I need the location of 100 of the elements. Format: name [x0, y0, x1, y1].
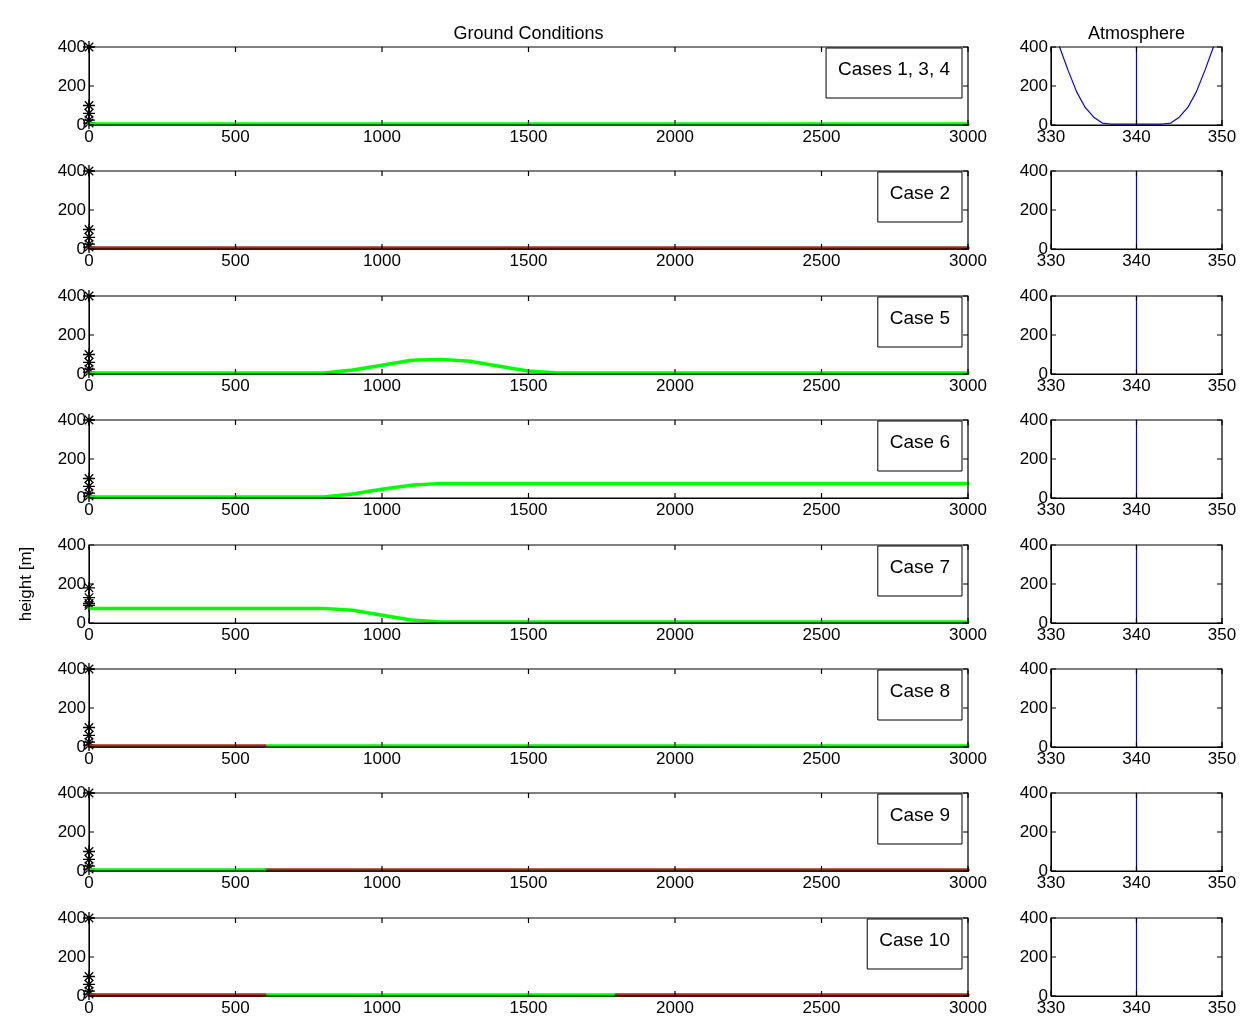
x-tick-label: 340	[1122, 250, 1151, 270]
annotation: Case 10	[879, 929, 951, 951]
x-tick-label: 3000	[949, 126, 987, 146]
y-tick-label: 200	[1019, 821, 1048, 841]
x-tick-label: 2500	[802, 997, 841, 1017]
x-tick-label: 500	[221, 624, 250, 644]
y-tick-label: 400	[57, 782, 86, 802]
y-axis-title: height [m]	[15, 546, 35, 622]
y-tick-label: 200	[57, 75, 86, 95]
x-tick-label: 340	[1122, 997, 1151, 1017]
x-tick-label: 340	[1122, 872, 1151, 892]
y-tick-label: 400	[1019, 36, 1048, 56]
x-tick-label: 1500	[509, 499, 548, 519]
x-tick-label: 340	[1122, 624, 1151, 644]
x-tick-label: 350	[1207, 499, 1237, 519]
x-tick-label: 2000	[656, 624, 694, 644]
y-tick-label: 400	[57, 658, 86, 678]
x-tick-label: 2500	[802, 872, 841, 892]
x-tick-label: 350	[1207, 748, 1237, 768]
y-tick-label: 400	[1019, 285, 1048, 305]
x-tick-label: 3000	[949, 872, 987, 892]
y-tick-label: 200	[57, 199, 86, 219]
x-tick-label: 1000	[363, 872, 401, 892]
chart-title: Atmosphere	[1087, 22, 1186, 43]
x-tick-label: 1000	[363, 375, 401, 395]
y-tick-label: 200	[1019, 573, 1048, 593]
x-tick-label: 3000	[949, 375, 987, 395]
y-tick-label: 200	[1019, 75, 1048, 95]
x-tick-label: 3000	[949, 499, 987, 519]
x-tick-label: 1000	[363, 126, 401, 146]
x-tick-label: 350	[1207, 997, 1237, 1017]
x-tick-label: 500	[221, 126, 250, 146]
y-tick-label: 400	[57, 160, 86, 180]
x-tick-label: 3000	[949, 748, 987, 768]
x-tick-label: 3000	[949, 250, 987, 270]
y-tick-label: 200	[1019, 946, 1048, 966]
annotation: Case 2	[889, 182, 950, 204]
x-tick-label: 500	[221, 872, 250, 892]
x-tick-label: 1000	[363, 624, 401, 644]
y-tick-label: 400	[57, 534, 86, 554]
y-tick-label: 200	[57, 697, 86, 717]
y-tick-label: 200	[57, 573, 86, 593]
y-tick-label: 200	[1019, 199, 1048, 219]
x-tick-label: 2500	[802, 499, 841, 519]
x-tick-label: 500	[221, 250, 250, 270]
y-tick-label: 400	[57, 409, 86, 429]
y-tick-label: 200	[1019, 324, 1048, 344]
x-tick-label: 2500	[802, 748, 841, 768]
x-tick-label: 350	[1207, 872, 1237, 892]
x-tick-label: 1500	[509, 126, 548, 146]
x-tick-label: 2000	[656, 997, 694, 1017]
x-tick-label: 340	[1122, 126, 1151, 146]
x-tick-label: 2000	[656, 250, 694, 270]
x-tick-label: 1000	[363, 250, 401, 270]
x-tick-label: 2000	[656, 748, 694, 768]
x-tick-label: 1500	[509, 375, 548, 395]
x-tick-label: 1500	[509, 872, 548, 892]
annotation: Case 7	[889, 556, 950, 578]
x-tick-label: 2000	[656, 872, 694, 892]
x-tick-label: 350	[1207, 126, 1237, 146]
y-tick-label: 200	[57, 946, 86, 966]
x-tick-label: 340	[1122, 499, 1151, 519]
x-tick-label: 350	[1207, 624, 1237, 644]
x-tick-label: 2000	[656, 375, 694, 395]
x-tick-label: 1000	[363, 997, 401, 1017]
x-tick-label: 2500	[802, 375, 841, 395]
annotation: Case 6	[889, 431, 950, 453]
x-tick-label: 2000	[656, 499, 694, 519]
x-tick-label: 2500	[802, 624, 841, 644]
x-tick-label: 500	[221, 375, 250, 395]
x-tick-label: 1500	[509, 748, 548, 768]
x-tick-label: 3000	[949, 997, 987, 1017]
y-tick-label: 400	[1019, 160, 1048, 180]
x-tick-label: 500	[221, 499, 250, 519]
x-tick-label: 1500	[509, 997, 548, 1017]
y-tick-label: 200	[1019, 697, 1048, 717]
x-tick-label: 2500	[802, 126, 841, 146]
y-tick-label: 200	[57, 821, 86, 841]
y-tick-label: 200	[1019, 448, 1048, 468]
x-tick-label: 500	[221, 748, 250, 768]
y-tick-label: 400	[57, 285, 86, 305]
x-tick-label: 340	[1122, 748, 1151, 768]
y-tick-label: 400	[1019, 409, 1048, 429]
x-tick-label: 350	[1207, 250, 1237, 270]
y-tick-label: 200	[57, 324, 86, 344]
y-tick-label: 400	[1019, 534, 1048, 554]
chart-title: Ground Conditions	[453, 22, 604, 43]
x-tick-label: 1000	[363, 499, 401, 519]
x-tick-label: 1500	[509, 624, 548, 644]
y-tick-label: 400	[1019, 782, 1048, 802]
y-tick-label: 400	[57, 907, 86, 927]
y-tick-label: 400	[57, 36, 86, 56]
annotation: Cases 1, 3, 4	[838, 58, 951, 80]
x-tick-label: 3000	[949, 624, 987, 644]
y-tick-label: 400	[1019, 658, 1048, 678]
x-tick-label: 500	[221, 997, 250, 1017]
x-tick-label: 1500	[509, 250, 548, 270]
x-tick-label: 2500	[802, 250, 841, 270]
annotation: Case 9	[889, 804, 950, 826]
x-tick-label: 350	[1207, 375, 1237, 395]
